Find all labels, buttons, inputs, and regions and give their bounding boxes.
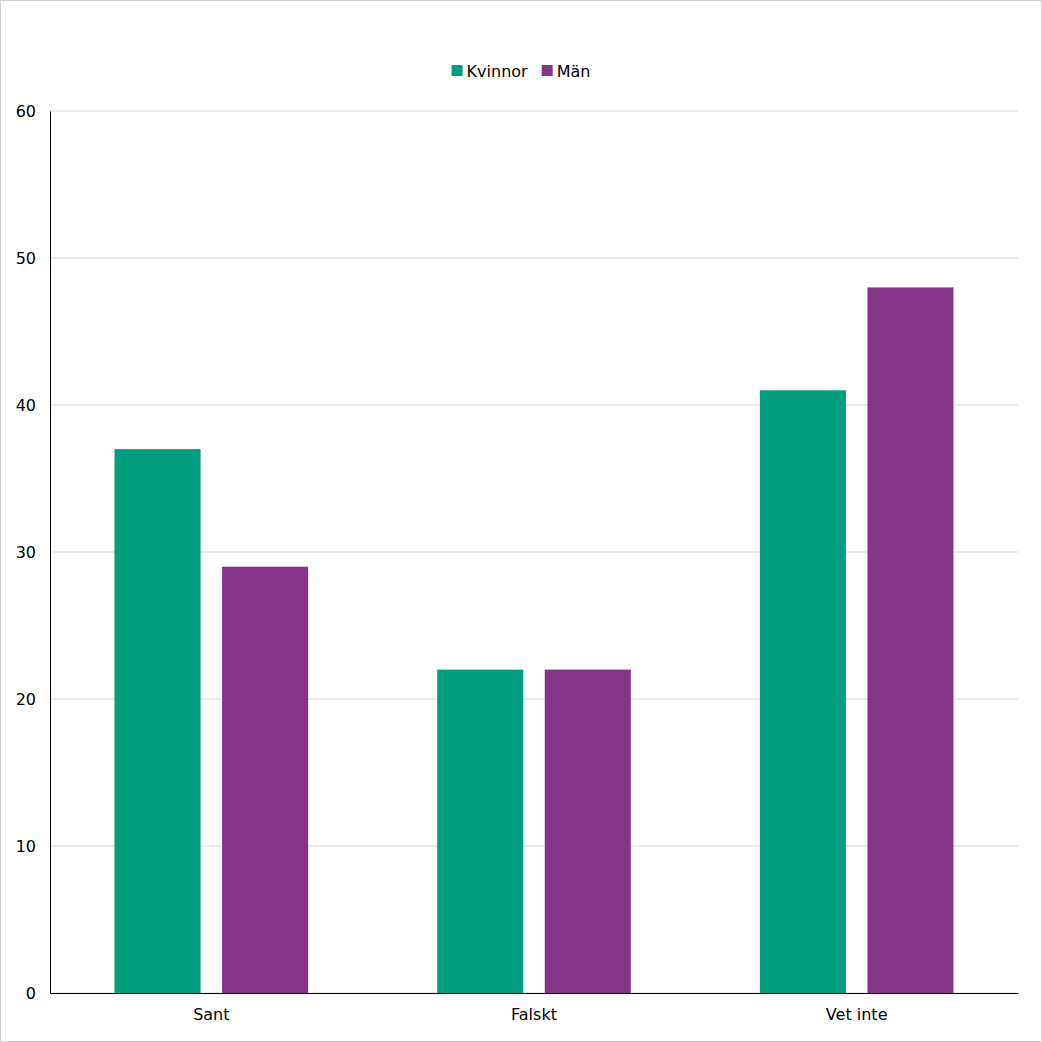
- y-tick-label: 40: [16, 396, 36, 415]
- bar: [867, 287, 953, 993]
- x-axis: Sant Falskt Vet inte: [51, 993, 1019, 1024]
- grid-line: [50, 258, 1018, 259]
- frame: [1, 1, 1042, 1042]
- x-tick: Vet inte: [826, 993, 888, 1024]
- y-tick-label: 10: [16, 837, 36, 856]
- y-tick: 50: [16, 249, 50, 268]
- legend-item: Kvinnor: [452, 62, 528, 81]
- y-tick: 60: [16, 102, 50, 121]
- legend-swatch: [542, 65, 553, 76]
- x-tick-label: Falskt: [511, 1005, 557, 1024]
- y-tick: 20: [16, 690, 50, 709]
- legend: Kvinnor Män: [452, 62, 591, 81]
- y-tick: 0: [26, 984, 50, 1003]
- grid-line: [50, 111, 1018, 112]
- legend-label: Män: [557, 62, 591, 81]
- x-axis-line: [51, 993, 1019, 994]
- bar: [222, 567, 308, 993]
- grid: [50, 111, 1018, 993]
- x-tick-label: Vet inte: [826, 1005, 888, 1024]
- y-tick-label: 0: [26, 984, 36, 1003]
- y-tick-label: 30: [16, 543, 36, 562]
- y-tick-label: 20: [16, 690, 36, 709]
- bars: [115, 287, 954, 993]
- bar: [437, 670, 523, 993]
- chart: 0 10 20 30 40 50 60 Sant Falskt Vet inte Kvinnor Mä…: [0, 0, 1042, 1042]
- x-tick: Falskt: [511, 993, 557, 1024]
- legend-label: Kvinnor: [467, 62, 528, 81]
- x-tick: Sant: [193, 993, 229, 1024]
- legend-swatch: [452, 65, 463, 76]
- y-tick: 10: [16, 837, 50, 856]
- y-tick: 30: [16, 543, 50, 562]
- y-axis: 0 10 20 30 40 50 60: [16, 102, 51, 1003]
- x-tick-label: Sant: [193, 1005, 229, 1024]
- bar: [545, 670, 631, 993]
- y-tick: 40: [16, 396, 50, 415]
- bar: [760, 390, 846, 993]
- y-tick-label: 50: [16, 249, 36, 268]
- y-tick-label: 60: [16, 102, 36, 121]
- legend-item: Män: [542, 62, 591, 81]
- y-axis-line: [50, 112, 51, 994]
- bar: [115, 449, 201, 993]
